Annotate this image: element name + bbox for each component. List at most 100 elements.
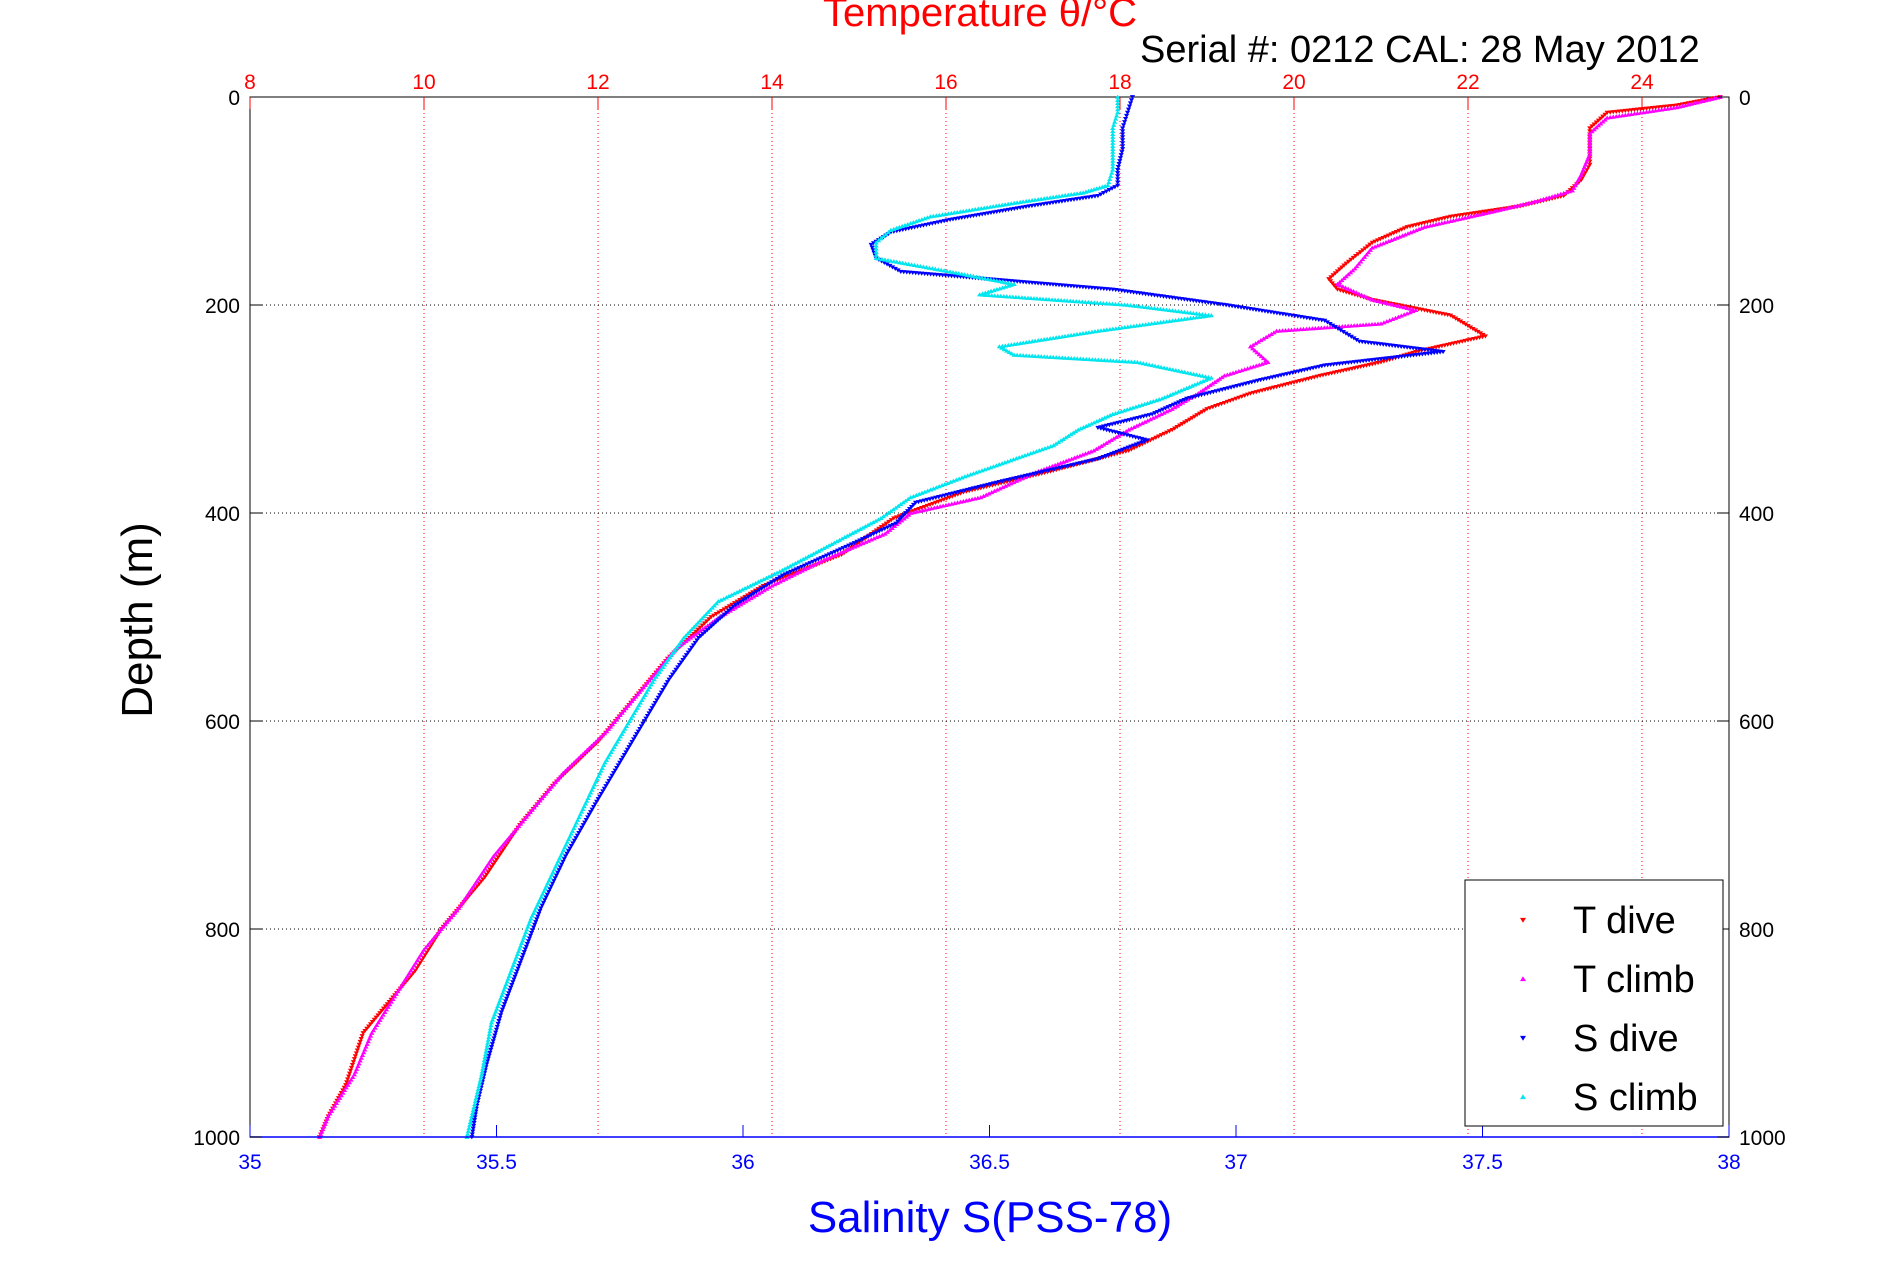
data-point — [440, 924, 446, 929]
data-point — [408, 968, 414, 973]
depth-tick-label-right: 400 — [1739, 503, 1774, 526]
data-point — [466, 1125, 472, 1130]
data-point — [1083, 330, 1089, 335]
data-point — [840, 546, 846, 551]
data-point — [360, 1031, 366, 1036]
data-point — [960, 498, 966, 504]
data-point — [1369, 245, 1375, 250]
data-point — [510, 980, 516, 985]
data-point — [1120, 123, 1127, 128]
data-point — [763, 575, 770, 580]
data-point — [633, 694, 639, 699]
data-point — [796, 569, 803, 574]
data-point — [480, 877, 486, 882]
data-point — [598, 791, 604, 797]
data-point — [476, 1084, 482, 1089]
data-point — [1196, 372, 1203, 378]
data-point — [805, 565, 811, 570]
data-point — [777, 575, 783, 580]
data-point — [721, 596, 727, 601]
data-point — [1116, 162, 1122, 167]
data-point — [988, 277, 994, 282]
data-point — [1022, 474, 1028, 480]
data-point — [939, 212, 945, 217]
data-point — [511, 960, 518, 965]
data-point — [885, 229, 892, 235]
data-point — [1450, 218, 1457, 223]
data-point — [609, 773, 615, 778]
data-point — [531, 805, 537, 810]
data-point — [573, 836, 579, 841]
data-point — [506, 991, 512, 996]
data-point — [1497, 207, 1503, 212]
data-point — [917, 263, 924, 269]
data-point — [537, 798, 543, 803]
data-point — [1369, 297, 1375, 302]
data-point — [655, 672, 661, 677]
data-point — [1508, 204, 1515, 210]
data-point — [1059, 193, 1065, 198]
data-point — [1169, 427, 1175, 433]
data-point — [679, 637, 685, 643]
data-point — [648, 675, 654, 681]
data-point — [934, 504, 940, 509]
data-point — [488, 865, 495, 870]
data-point — [1482, 211, 1488, 216]
data-point — [627, 701, 633, 706]
data-point — [1214, 378, 1220, 383]
data-point — [1178, 388, 1184, 393]
data-point — [943, 502, 949, 508]
data-point — [527, 918, 533, 924]
data-point — [873, 243, 879, 248]
data-point — [994, 287, 1000, 292]
data-point — [1176, 368, 1182, 373]
data-point — [873, 252, 879, 257]
data-point — [902, 222, 908, 228]
data-point — [418, 952, 424, 957]
data-point — [514, 826, 520, 831]
data-point — [979, 468, 985, 473]
data-point — [1595, 123, 1602, 128]
data-point — [499, 992, 505, 998]
data-point — [498, 1010, 505, 1015]
data-point — [1077, 453, 1083, 458]
data-point — [1694, 100, 1700, 105]
data-point — [373, 1015, 379, 1020]
data-point — [807, 564, 814, 569]
data-point — [1120, 138, 1126, 143]
data-point — [1338, 328, 1344, 333]
data-point — [387, 1002, 393, 1007]
data-point — [785, 565, 791, 570]
data-point — [662, 662, 668, 667]
data-point — [1436, 221, 1442, 226]
data-point — [660, 687, 666, 693]
data-point — [1600, 119, 1606, 124]
data-point — [1168, 403, 1174, 409]
data-point — [568, 843, 575, 849]
data-point — [1198, 389, 1204, 394]
data-point — [1036, 448, 1042, 453]
data-point — [1120, 144, 1126, 149]
data-point — [1110, 134, 1116, 139]
data-point — [993, 203, 999, 208]
data-point — [826, 543, 832, 548]
data-point — [947, 269, 953, 274]
data-point — [1196, 411, 1203, 416]
data-point — [521, 935, 527, 940]
data-point — [734, 589, 740, 595]
data-point — [454, 908, 460, 913]
data-point — [526, 936, 533, 941]
data-point — [1173, 367, 1179, 373]
data-point — [1005, 283, 1011, 288]
data-point — [910, 493, 917, 499]
data-point — [897, 260, 903, 265]
data-point — [524, 941, 530, 947]
data-point — [618, 758, 624, 763]
data-point — [963, 208, 969, 213]
data-point — [498, 995, 504, 1000]
data-point — [982, 276, 988, 281]
data-point — [1099, 416, 1105, 421]
data-point — [1063, 458, 1069, 463]
data-point — [485, 1056, 491, 1061]
data-point — [1375, 243, 1381, 248]
